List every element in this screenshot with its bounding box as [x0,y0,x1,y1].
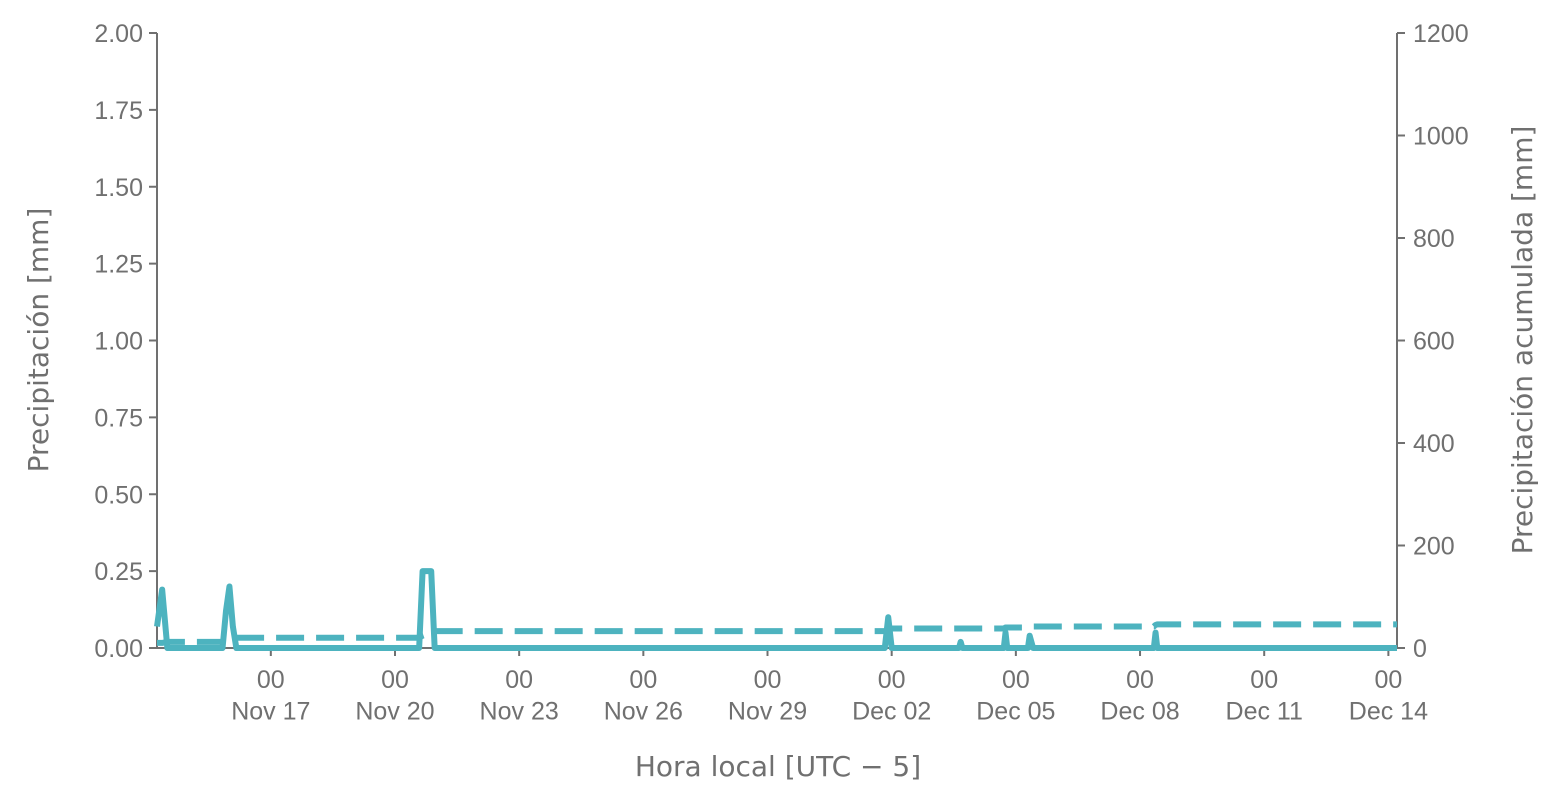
x-axis-label: Hora local [UTC − 5] [635,750,921,783]
y-tick-label: 1.25 [94,251,143,279]
y2-tick-label: 600 [1413,328,1455,356]
precipitation-line [154,568,1397,651]
x-tick-label: 00 Dec 11 [1226,666,1303,725]
y-tick-label: 0.00 [94,635,143,663]
y2-tick-label: 800 [1413,225,1455,253]
y-tick-label: 0.25 [94,558,143,586]
x-tick-label: 00 Nov 17 [231,666,310,725]
x-tick-label: 00 Dec 05 [976,666,1055,725]
x-tick-label: 00 Nov 23 [480,666,559,725]
y-tick-label: 1.00 [94,328,143,356]
y2-tick-label: 1000 [1413,123,1469,151]
accumulated-line [157,621,1397,646]
x-tick-label: 00 Nov 29 [728,666,807,725]
y-axis-label: Precipitación [mm] [22,208,55,473]
y2-tick-label: 400 [1413,430,1455,458]
x-tick-label: 00 Nov 26 [604,666,683,725]
y2-tick-label: 200 [1413,533,1455,561]
x-tick-label: 00 Dec 14 [1349,666,1428,725]
y2-tick-label: 1200 [1413,20,1469,48]
y2-axis-label: Precipitación acumulada [mm] [1506,126,1539,555]
y-tick-label: 0.75 [94,404,143,432]
x-tick-label: 00 Dec 08 [1100,666,1179,725]
y-tick-label: 1.50 [94,174,143,202]
x-tick-label: 00 Nov 20 [355,666,434,725]
y-tick-label: 1.75 [94,97,143,125]
y-tick-label: 2.00 [94,20,143,48]
x-tick-label: 00 Dec 02 [852,666,931,725]
y2-tick-label: 0 [1413,635,1427,663]
y-tick-label: 0.50 [94,481,143,509]
